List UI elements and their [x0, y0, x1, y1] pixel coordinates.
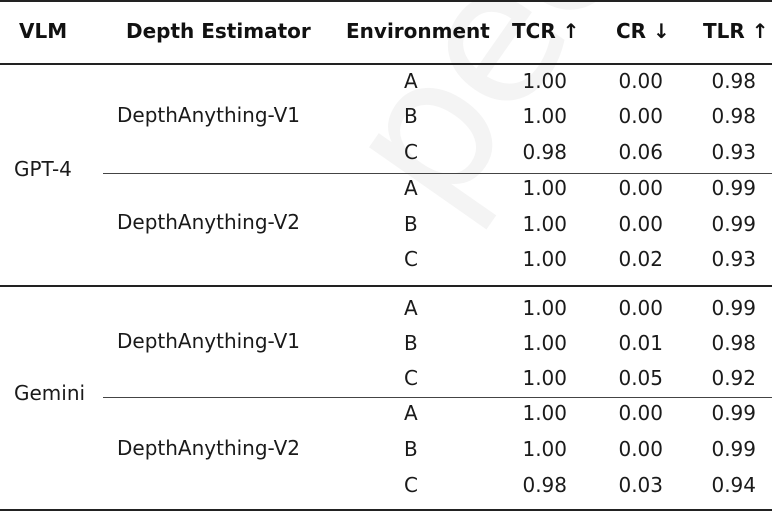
tlr-cell: 0.92	[711, 366, 756, 390]
env-cell: B	[404, 331, 418, 355]
tcr-cell: 1.00	[522, 104, 567, 128]
vlm-label: Gemini	[14, 381, 86, 405]
env-cell: C	[404, 366, 418, 390]
tlr-cell: 0.99	[711, 437, 756, 461]
group-separator-rule	[0, 285, 772, 287]
tlr-cell: 0.99	[711, 176, 756, 200]
env-cell: B	[404, 437, 418, 461]
cr-cell: 0.00	[618, 437, 663, 461]
tcr-cell: 1.00	[522, 331, 567, 355]
env-cell: A	[404, 176, 418, 200]
env-cell: B	[404, 104, 418, 128]
tcr-cell: 0.98	[522, 140, 567, 164]
tcr-cell: 1.00	[522, 69, 567, 93]
cr-cell: 0.00	[618, 401, 663, 425]
header-tcr: TCR ↑	[512, 19, 580, 43]
cr-cell: 0.00	[618, 296, 663, 320]
estimator-label: DepthAnything-V1	[117, 329, 301, 353]
tlr-cell: 0.94	[711, 473, 756, 497]
tlr-cell: 0.93	[711, 140, 756, 164]
header-rule	[0, 63, 772, 65]
env-cell: A	[404, 296, 418, 320]
cr-cell: 0.00	[618, 212, 663, 236]
header-vlm: VLM	[19, 19, 68, 43]
tcr-cell: 1.00	[522, 212, 567, 236]
env-cell: C	[404, 140, 418, 164]
env-cell: B	[404, 212, 418, 236]
cr-cell: 0.00	[618, 176, 663, 200]
tlr-cell: 0.98	[711, 69, 756, 93]
estimator-label: DepthAnything-V1	[117, 103, 301, 127]
table-bottom-rule	[0, 509, 772, 511]
env-cell: C	[404, 473, 418, 497]
tcr-cell: 0.98	[522, 473, 567, 497]
tlr-cell: 0.99	[711, 296, 756, 320]
tcr-cell: 1.00	[522, 176, 567, 200]
tlr-cell: 0.93	[711, 247, 756, 271]
tcr-cell: 1.00	[522, 401, 567, 425]
group-subrule	[103, 397, 772, 398]
tcr-cell: 1.00	[522, 366, 567, 390]
table-top-rule	[0, 0, 772, 2]
env-cell: A	[404, 401, 418, 425]
env-cell: C	[404, 247, 418, 271]
tcr-cell: 1.00	[522, 247, 567, 271]
tcr-cell: 1.00	[522, 437, 567, 461]
header-cr: CR ↓	[616, 19, 670, 43]
vlm-label: GPT-4	[14, 157, 72, 181]
estimator-label: DepthAnything-V2	[117, 436, 301, 460]
tcr-cell: 1.00	[522, 296, 567, 320]
cr-cell: 0.05	[618, 366, 663, 390]
cr-cell: 0.03	[618, 473, 663, 497]
cr-cell: 0.02	[618, 247, 663, 271]
tlr-cell: 0.99	[711, 401, 756, 425]
header-tlr: TLR ↑	[703, 19, 769, 43]
cr-cell: 0.06	[618, 140, 663, 164]
group-subrule	[103, 173, 772, 174]
estimator-label: DepthAnything-V2	[117, 210, 301, 234]
tlr-cell: 0.98	[711, 104, 756, 128]
header-environment: Environment	[346, 19, 490, 43]
cr-cell: 0.00	[618, 69, 663, 93]
cr-cell: 0.00	[618, 104, 663, 128]
header-depth-estimator: Depth Estimator	[126, 19, 311, 43]
tlr-cell: 0.98	[711, 331, 756, 355]
tlr-cell: 0.99	[711, 212, 756, 236]
env-cell: A	[404, 69, 418, 93]
cr-cell: 0.01	[618, 331, 663, 355]
